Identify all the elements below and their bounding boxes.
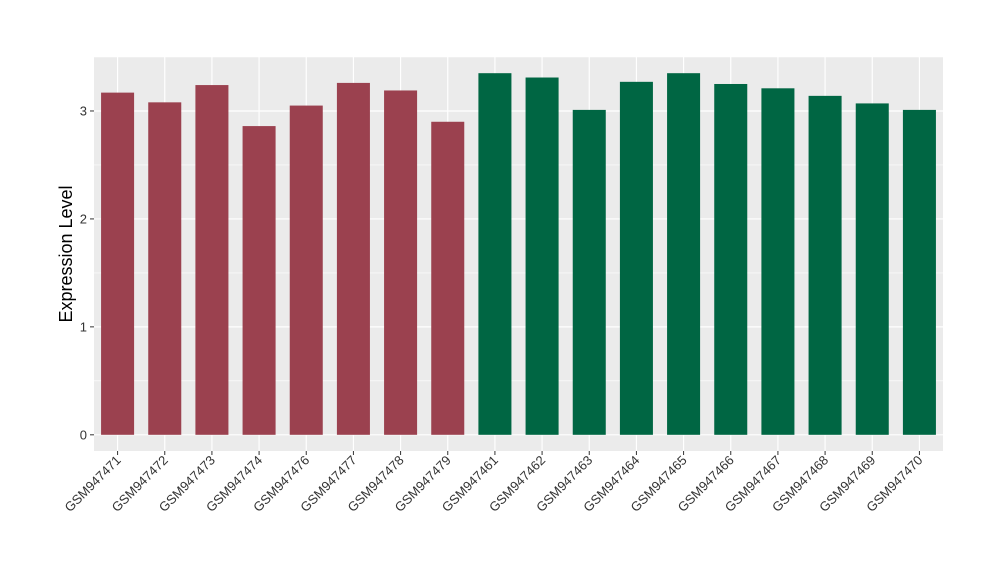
plot-panel bbox=[94, 57, 943, 451]
bar-GSM947469 bbox=[855, 103, 889, 435]
bar-GSM947472 bbox=[148, 102, 182, 435]
y-axis: 0 1 2 3 bbox=[80, 103, 94, 442]
bar-GSM947466 bbox=[714, 83, 748, 435]
y-tick-label: 1 bbox=[80, 319, 87, 334]
y-tick-label: 0 bbox=[80, 427, 87, 442]
bar-GSM947479 bbox=[431, 121, 465, 435]
bar-GSM947465 bbox=[667, 73, 701, 435]
y-tick-label: 2 bbox=[80, 211, 87, 226]
bar-GSM947467 bbox=[761, 88, 795, 435]
bar-GSM947468 bbox=[808, 95, 842, 435]
bar-GSM947463 bbox=[572, 109, 606, 435]
y-axis-title: Expression Level bbox=[56, 185, 76, 322]
bar-GSM947470 bbox=[902, 109, 936, 435]
bar-GSM947474 bbox=[242, 126, 276, 435]
x-axis: GSM947471GSM947472GSM947473GSM947474GSM9… bbox=[61, 451, 926, 515]
bar-GSM947477 bbox=[336, 82, 370, 435]
bar-GSM947462 bbox=[525, 77, 559, 435]
bar-GSM947478 bbox=[384, 90, 418, 435]
bar-GSM947471 bbox=[101, 92, 135, 435]
y-tick-label: 3 bbox=[80, 103, 87, 118]
bar-GSM947461 bbox=[478, 73, 512, 435]
bar-GSM947464 bbox=[619, 81, 653, 435]
bar-GSM947476 bbox=[289, 105, 323, 435]
bars bbox=[101, 73, 936, 435]
minor-gridlines bbox=[94, 56, 943, 382]
bar-GSM947473 bbox=[195, 85, 229, 435]
